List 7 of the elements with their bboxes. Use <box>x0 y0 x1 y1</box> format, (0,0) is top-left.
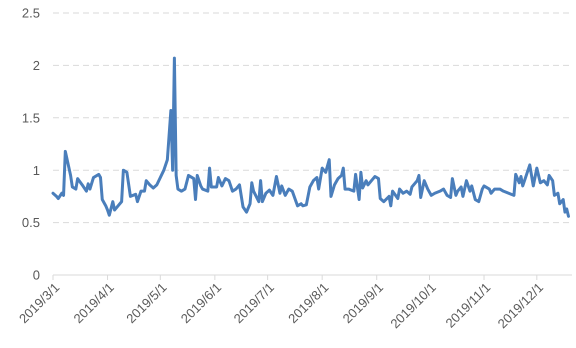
y-tick-label: 1 <box>32 162 40 178</box>
y-tick-label: 0.5 <box>22 215 40 230</box>
y-tick-label: 2 <box>32 58 40 73</box>
line-series <box>52 56 570 218</box>
y-tick-label: 0 <box>32 268 40 283</box>
y-tick-label: 1.5 <box>22 110 40 126</box>
y-tick-label: 2.5 <box>22 6 40 21</box>
